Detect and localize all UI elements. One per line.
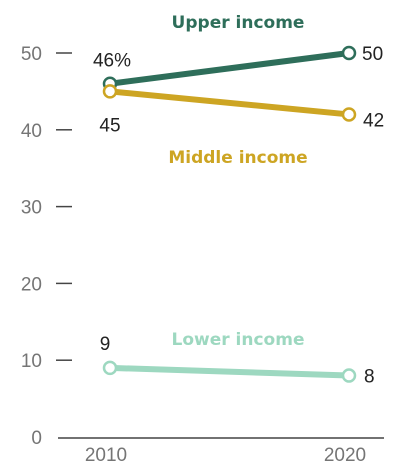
data-point: [341, 107, 357, 122]
data-label: 45: [99, 115, 120, 136]
y-tick-label: 10: [21, 351, 42, 372]
series-name-label: Lower income: [172, 330, 305, 350]
data-label: 9: [100, 334, 111, 355]
data-label: 46%: [93, 51, 131, 72]
y-tick-label: 50: [21, 44, 42, 65]
data-point: [341, 368, 357, 383]
x-tick-label: 2010: [85, 445, 127, 464]
y-tick-label: 40: [21, 121, 42, 142]
data-label: 8: [364, 367, 375, 388]
axes: 0 10 20 30 40 50 2010 2020: [21, 44, 384, 464]
series-name-label: Middle income: [168, 148, 307, 168]
series-line: [107, 364, 352, 379]
y-tick-label: 0: [31, 428, 42, 449]
data-label: 50: [362, 44, 383, 65]
series-lines: [102, 45, 357, 383]
data-point: [102, 360, 118, 376]
series-line: [107, 88, 352, 118]
series-name-label: Upper income: [172, 13, 305, 33]
data-point: [102, 84, 118, 99]
x-tick-label: 2020: [324, 445, 366, 464]
series-line: [107, 50, 352, 87]
y-tick-label: 20: [21, 274, 42, 295]
labels: 46% 50 Upper income 45 42 Middle income 9 8 Lowe…: [93, 13, 384, 388]
data-point: [341, 45, 357, 61]
y-tick-label: 30: [21, 198, 42, 219]
data-label: 42: [363, 110, 384, 131]
